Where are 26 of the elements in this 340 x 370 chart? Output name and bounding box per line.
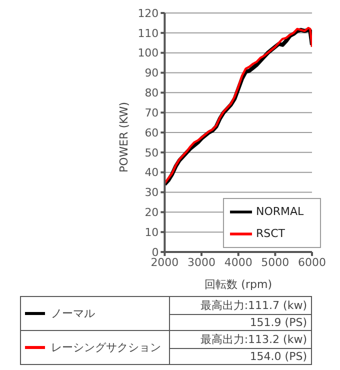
text: レーシングサクション <box>51 341 161 354</box>
x-axis-title: 回転数 (rpm) <box>204 278 272 291</box>
y-tick-label: 70 <box>144 106 159 120</box>
x-tick-label: 3000 <box>188 256 216 269</box>
text: ノーマル <box>51 307 95 320</box>
y-tick-label: 40 <box>144 166 159 180</box>
y-tick-label: 110 <box>138 26 159 40</box>
x-tick-label: 6000 <box>298 256 326 269</box>
y-tick-label: 80 <box>144 86 159 100</box>
x-tick-label: 5000 <box>261 256 290 269</box>
y-tick-label: 50 <box>144 146 159 160</box>
text: 最高出力:111.7 (kw) <box>170 296 312 314</box>
y-tick-label: 120 <box>138 6 159 20</box>
text: 154.0 (PS) <box>170 348 312 364</box>
text: 最高出力:113.2 (kw) <box>170 330 312 348</box>
y-axis-title: POWER (KW) <box>118 102 131 172</box>
text: 151.9 (PS) <box>170 314 312 330</box>
y-tick-label: 20 <box>144 206 159 220</box>
y-tick-label: 60 <box>144 126 159 140</box>
y-tick-label: 30 <box>144 186 159 200</box>
y-tick-label: 10 <box>144 226 159 239</box>
legend-label: RSCT <box>256 227 286 240</box>
legend-label: NORMAL <box>256 205 304 218</box>
x-tick-label: 4000 <box>224 256 252 269</box>
y-tick-label: 100 <box>138 46 159 60</box>
y-tick-label: 90 <box>144 66 159 80</box>
